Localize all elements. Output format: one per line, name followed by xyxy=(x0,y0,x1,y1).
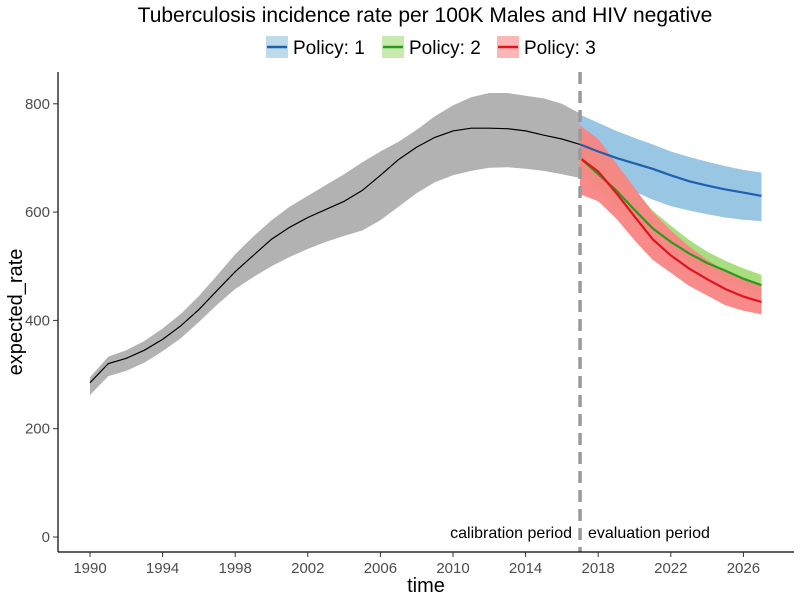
x-tick-label: 2022 xyxy=(654,560,687,577)
y-tick-label: 200 xyxy=(25,421,50,438)
x-axis-title: time xyxy=(407,575,445,597)
x-tick-label: 1990 xyxy=(73,560,106,577)
y-axis-title: expected_rate xyxy=(5,249,27,376)
calibration-band xyxy=(90,93,580,396)
x-tick-label: 2010 xyxy=(436,560,469,577)
x-tick-label: 2002 xyxy=(291,560,324,577)
x-tick-label: 1998 xyxy=(219,560,252,577)
series-lines xyxy=(89,127,762,384)
annotation-evaluation: evaluation period xyxy=(588,525,710,542)
policy-1-band xyxy=(580,114,762,222)
x-tick-label: 1994 xyxy=(146,560,179,577)
x-tick-label: 2026 xyxy=(727,560,760,577)
annotation-calibration: calibration period xyxy=(450,525,572,542)
x-tick-label: 2014 xyxy=(509,560,542,577)
y-ticks: 0 200 400 600 800 xyxy=(25,96,58,546)
policy-2-band xyxy=(580,133,762,294)
chart-title: Tuberculosis incidence rate per 100K Mal… xyxy=(138,4,713,27)
legend-label-3: Policy: 3 xyxy=(524,38,596,59)
calibration-line xyxy=(89,127,581,384)
policy-1-line xyxy=(579,143,762,197)
y-tick-label: 400 xyxy=(25,312,50,329)
x-tick-label: 2018 xyxy=(582,560,615,577)
policy-3-line xyxy=(579,157,762,304)
y-tick-label: 0 xyxy=(42,529,50,546)
y-tick-label: 800 xyxy=(25,96,50,113)
legend-label-2: Policy: 2 xyxy=(409,38,481,59)
y-tick-label: 600 xyxy=(25,204,50,221)
x-tick-label: 2006 xyxy=(364,560,397,577)
confidence-bands xyxy=(90,93,762,396)
x-ticks: 1990 1994 1998 2002 2006 2010 2014 2018 2022 2026 xyxy=(73,552,760,577)
legend: Policy: 1 Policy: 2 Policy: 3 xyxy=(266,36,596,59)
legend-label-1: Policy: 1 xyxy=(293,38,365,59)
